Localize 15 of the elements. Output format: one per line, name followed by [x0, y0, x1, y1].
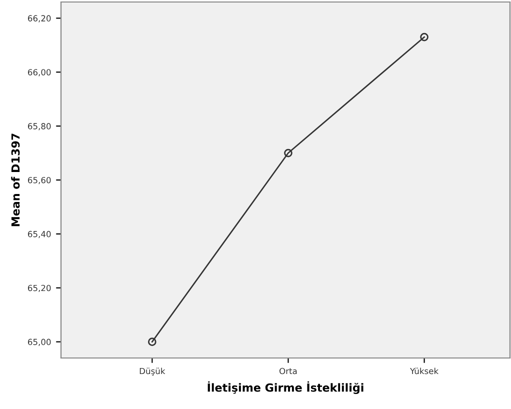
- y-tick-label: 66,20: [28, 15, 51, 22]
- point: [284, 148, 292, 158]
- y-tick-label: 65,80: [28, 123, 51, 130]
- x-axis-title: İletişime Girme İstekliliği: [208, 381, 364, 394]
- y-tick-label: 65,40: [28, 230, 51, 238]
- y-tick-label: 65,60: [28, 176, 51, 184]
- point: [148, 338, 156, 346]
- x-tick-label: Yüksek: [410, 368, 439, 374]
- y-tick-label: 65,20: [28, 284, 51, 292]
- x-tick-label: Orta: [280, 368, 297, 374]
- x-tick-label: Düşük: [140, 368, 166, 376]
- y-axis-title: Mean of D1397: [11, 134, 20, 226]
- point: [420, 32, 428, 42]
- y-tick-label: 65,00: [28, 338, 51, 346]
- y-tick-label: 66,00: [28, 69, 51, 76]
